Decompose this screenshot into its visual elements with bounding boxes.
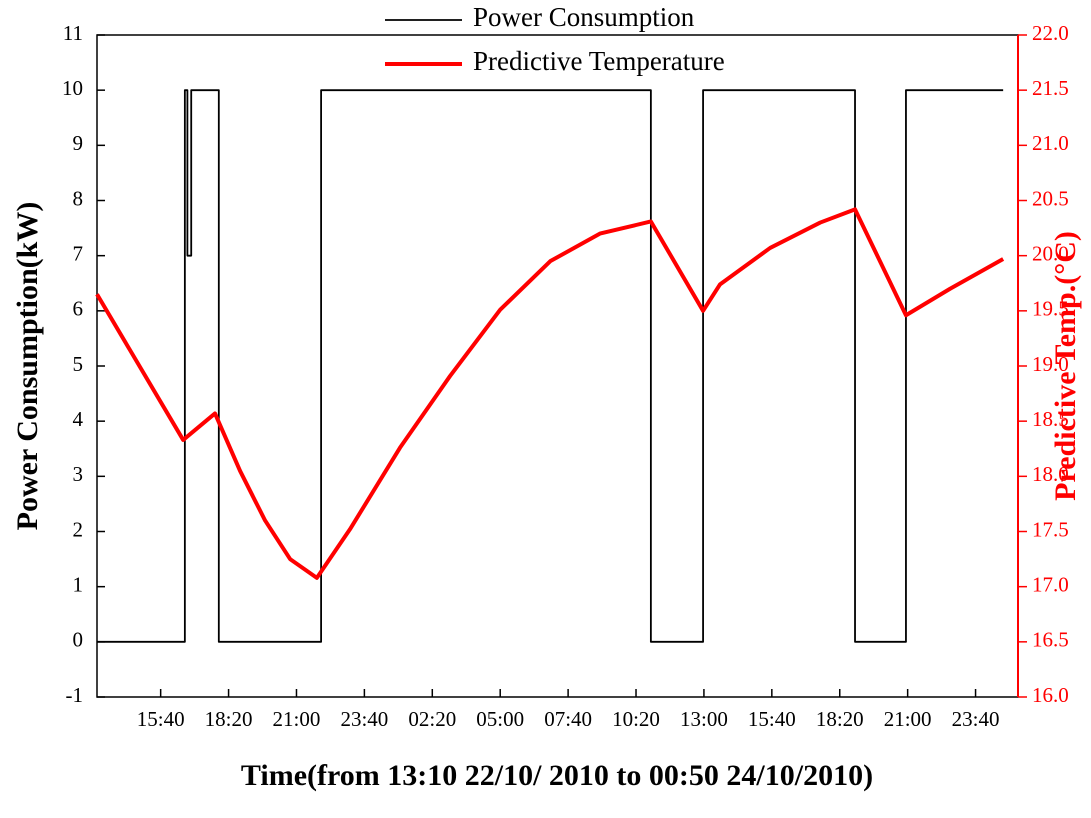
y-tick-label: 4 [73, 407, 84, 431]
y2-tick-label: 22.0 [1032, 21, 1069, 45]
legend-label: Predictive Temperature [473, 46, 725, 76]
x-tick-label: 07:40 [544, 707, 592, 731]
y2-tick-label: 18.5 [1032, 407, 1069, 431]
y2-tick-label: 19.5 [1032, 297, 1069, 321]
y-tick-label: 1 [73, 572, 84, 596]
y-tick-label: 8 [73, 186, 84, 210]
y-tick-label: 6 [73, 297, 84, 321]
x-tick-label: 23:40 [952, 707, 1000, 731]
x-tick-label: 02:20 [408, 707, 456, 731]
x-tick-label: 21:00 [884, 707, 932, 731]
y2-tick-label: 20.0 [1032, 241, 1069, 265]
x-tick-label: 15:40 [748, 707, 796, 731]
y-tick-label: 2 [73, 517, 84, 541]
y2-tick-label: 21.0 [1032, 131, 1069, 155]
y2-tick-label: 20.5 [1032, 186, 1069, 210]
y-tick-label: 9 [73, 131, 84, 155]
x-tick-label: 23:40 [340, 707, 388, 731]
y2-tick-label: 18.0 [1032, 462, 1069, 486]
x-tick-label: 18:20 [205, 707, 253, 731]
x-axis-title: Time(from 13:10 22/10/ 2010 to 00:50 24/… [241, 759, 873, 792]
y-axis-title: Power Consumption(kW) [11, 202, 44, 531]
y-tick-label: 0 [73, 628, 84, 652]
y-tick-label: 7 [73, 241, 84, 265]
x-tick-label: 10:20 [612, 707, 660, 731]
x-tick-label: 13:00 [680, 707, 728, 731]
y-tick-label: 10 [62, 76, 83, 100]
x-tick-label: 21:00 [273, 707, 321, 731]
series-line [95, 207, 1005, 580]
plot-frame [96, 34, 1019, 698]
y2-tick-label: 16.5 [1032, 628, 1069, 652]
y2-tick-label: 17.0 [1032, 572, 1069, 596]
x-tick-label: 15:40 [137, 707, 185, 731]
x-tick-label: 18:20 [816, 707, 864, 731]
legend-label: Power Consumption [473, 2, 695, 32]
x-tick-label: 05:00 [476, 707, 524, 731]
y-tick-label: 11 [63, 21, 83, 45]
y2-axis-title: Predictive Temp.(°C) [1049, 231, 1082, 501]
y-tick-label: 5 [73, 352, 84, 376]
y2-tick-label: 21.5 [1032, 76, 1069, 100]
series-line [97, 89, 1004, 643]
y-tick-label: -1 [66, 683, 84, 707]
y-tick-label: 3 [73, 462, 84, 486]
y2-tick-label: 19.0 [1032, 352, 1069, 376]
y2-tick-label: 17.5 [1032, 517, 1069, 541]
y2-tick-label: 16.0 [1032, 683, 1069, 707]
